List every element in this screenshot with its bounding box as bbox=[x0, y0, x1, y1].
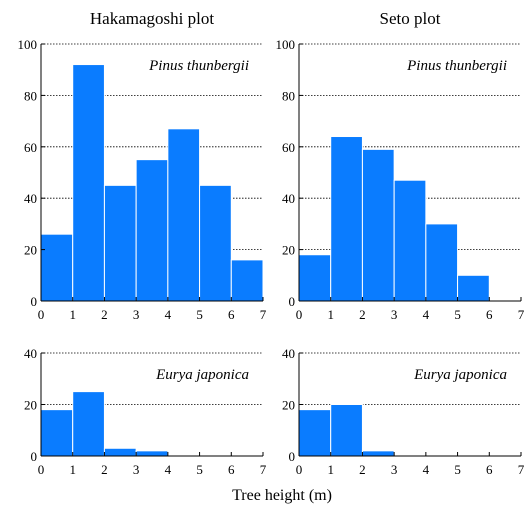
histogram-bar bbox=[425, 223, 459, 302]
x-tick-label: 3 bbox=[391, 307, 398, 322]
histogram-bar bbox=[298, 254, 332, 302]
x-tick-label: 7 bbox=[260, 462, 267, 477]
histogram-bar bbox=[298, 409, 332, 457]
x-tick-label: 2 bbox=[101, 307, 108, 322]
histogram-bar bbox=[361, 148, 395, 302]
x-tick-label: 4 bbox=[165, 462, 172, 477]
x-tick-label: 3 bbox=[133, 462, 140, 477]
histogram-bar bbox=[103, 184, 137, 302]
x-tick-label: 0 bbox=[296, 462, 303, 477]
histogram-bar bbox=[72, 64, 105, 302]
histogram-bar bbox=[167, 128, 201, 302]
x-tick-label: 6 bbox=[228, 462, 235, 477]
x-tick-label: 5 bbox=[454, 462, 461, 477]
x-tick-label: 0 bbox=[38, 307, 45, 322]
x-tick-label: 6 bbox=[486, 307, 493, 322]
y-tick-label: 40 bbox=[24, 191, 37, 206]
y-tick-label: 40 bbox=[282, 191, 295, 206]
x-tick-label: 4 bbox=[165, 307, 172, 322]
y-tick-label: 20 bbox=[24, 243, 37, 258]
x-tick-label: 2 bbox=[101, 462, 108, 477]
x-tick-label: 3 bbox=[133, 307, 140, 322]
x-tick-label: 5 bbox=[196, 307, 203, 322]
histogram-bar bbox=[40, 409, 74, 457]
y-tick-label: 100 bbox=[276, 37, 296, 52]
x-tick-label: 4 bbox=[423, 462, 430, 477]
x-tick-label: 7 bbox=[518, 462, 525, 477]
x-tick-label: 7 bbox=[260, 307, 267, 322]
column-title-seto: Seto plot bbox=[380, 9, 441, 28]
species-title: Pinus thunbergii bbox=[406, 58, 507, 74]
y-tick-label: 40 bbox=[24, 346, 37, 361]
histogram-bar bbox=[457, 274, 490, 302]
y-tick-label: 0 bbox=[31, 449, 38, 464]
histogram-bar bbox=[330, 404, 363, 457]
y-tick-label: 100 bbox=[18, 37, 38, 52]
panel-hakamagoshi-pinus: 0 20 40 60 80 100 0 1 2 3 4 5 6 7 Pinus thunbergii bbox=[18, 37, 267, 322]
y-tick-label: 20 bbox=[282, 398, 295, 413]
x-tick-label: 1 bbox=[69, 307, 76, 322]
x-tick-label: 1 bbox=[327, 307, 334, 322]
x-tick-label: 4 bbox=[423, 307, 430, 322]
y-tick-label: 0 bbox=[289, 294, 296, 309]
panel-seto-pinus: 0 20 40 60 80 100 0 1 2 3 4 5 6 7 Pinus thunbergii bbox=[276, 37, 525, 322]
y-tick-label: 20 bbox=[24, 398, 37, 413]
y-tick-label: 80 bbox=[282, 88, 295, 103]
species-title: Eurya japonica bbox=[413, 367, 507, 383]
x-tick-label: 7 bbox=[518, 307, 525, 322]
histogram-bar bbox=[135, 159, 169, 302]
y-tick-label: 80 bbox=[24, 88, 37, 103]
x-tick-label: 1 bbox=[327, 462, 334, 477]
histogram-bar bbox=[361, 450, 395, 457]
histogram-bar bbox=[230, 259, 264, 302]
histogram-bar bbox=[72, 391, 105, 457]
histogram-bar bbox=[103, 447, 137, 457]
species-title: Pinus thunbergii bbox=[148, 58, 249, 74]
x-tick-label: 0 bbox=[38, 462, 45, 477]
histogram-bar bbox=[330, 136, 363, 302]
histogram-bar bbox=[135, 450, 169, 457]
panel-hakamagoshi-eurya: 0 20 40 0 1 2 3 4 5 6 7 Eurya japonica bbox=[24, 346, 267, 477]
y-tick-label: 60 bbox=[282, 140, 295, 155]
y-tick-label: 0 bbox=[31, 294, 38, 309]
x-tick-label: 3 bbox=[391, 462, 398, 477]
x-tick-label: 5 bbox=[454, 307, 461, 322]
x-tick-label: 0 bbox=[296, 307, 303, 322]
histogram-bar bbox=[393, 179, 427, 302]
x-tick-label: 1 bbox=[69, 462, 76, 477]
histogram-bar bbox=[40, 233, 74, 302]
x-tick-label: 6 bbox=[486, 462, 493, 477]
x-tick-label: 5 bbox=[196, 462, 203, 477]
y-tick-label: 60 bbox=[24, 140, 37, 155]
y-tick-label: 0 bbox=[289, 449, 296, 464]
x-axis-label: Tree height (m) bbox=[232, 487, 332, 504]
panel-seto-eurya: 0 20 40 0 1 2 3 4 5 6 7 Eurya japonica bbox=[282, 346, 525, 477]
species-title: Eurya japonica bbox=[155, 367, 249, 383]
x-tick-label: 2 bbox=[359, 462, 366, 477]
histogram-bar bbox=[199, 184, 232, 302]
column-title-hakamagoshi: Hakamagoshi plot bbox=[90, 9, 214, 28]
x-tick-label: 6 bbox=[228, 307, 235, 322]
y-tick-label: 40 bbox=[282, 346, 295, 361]
y-tick-label: 20 bbox=[282, 243, 295, 258]
x-tick-label: 2 bbox=[359, 307, 366, 322]
